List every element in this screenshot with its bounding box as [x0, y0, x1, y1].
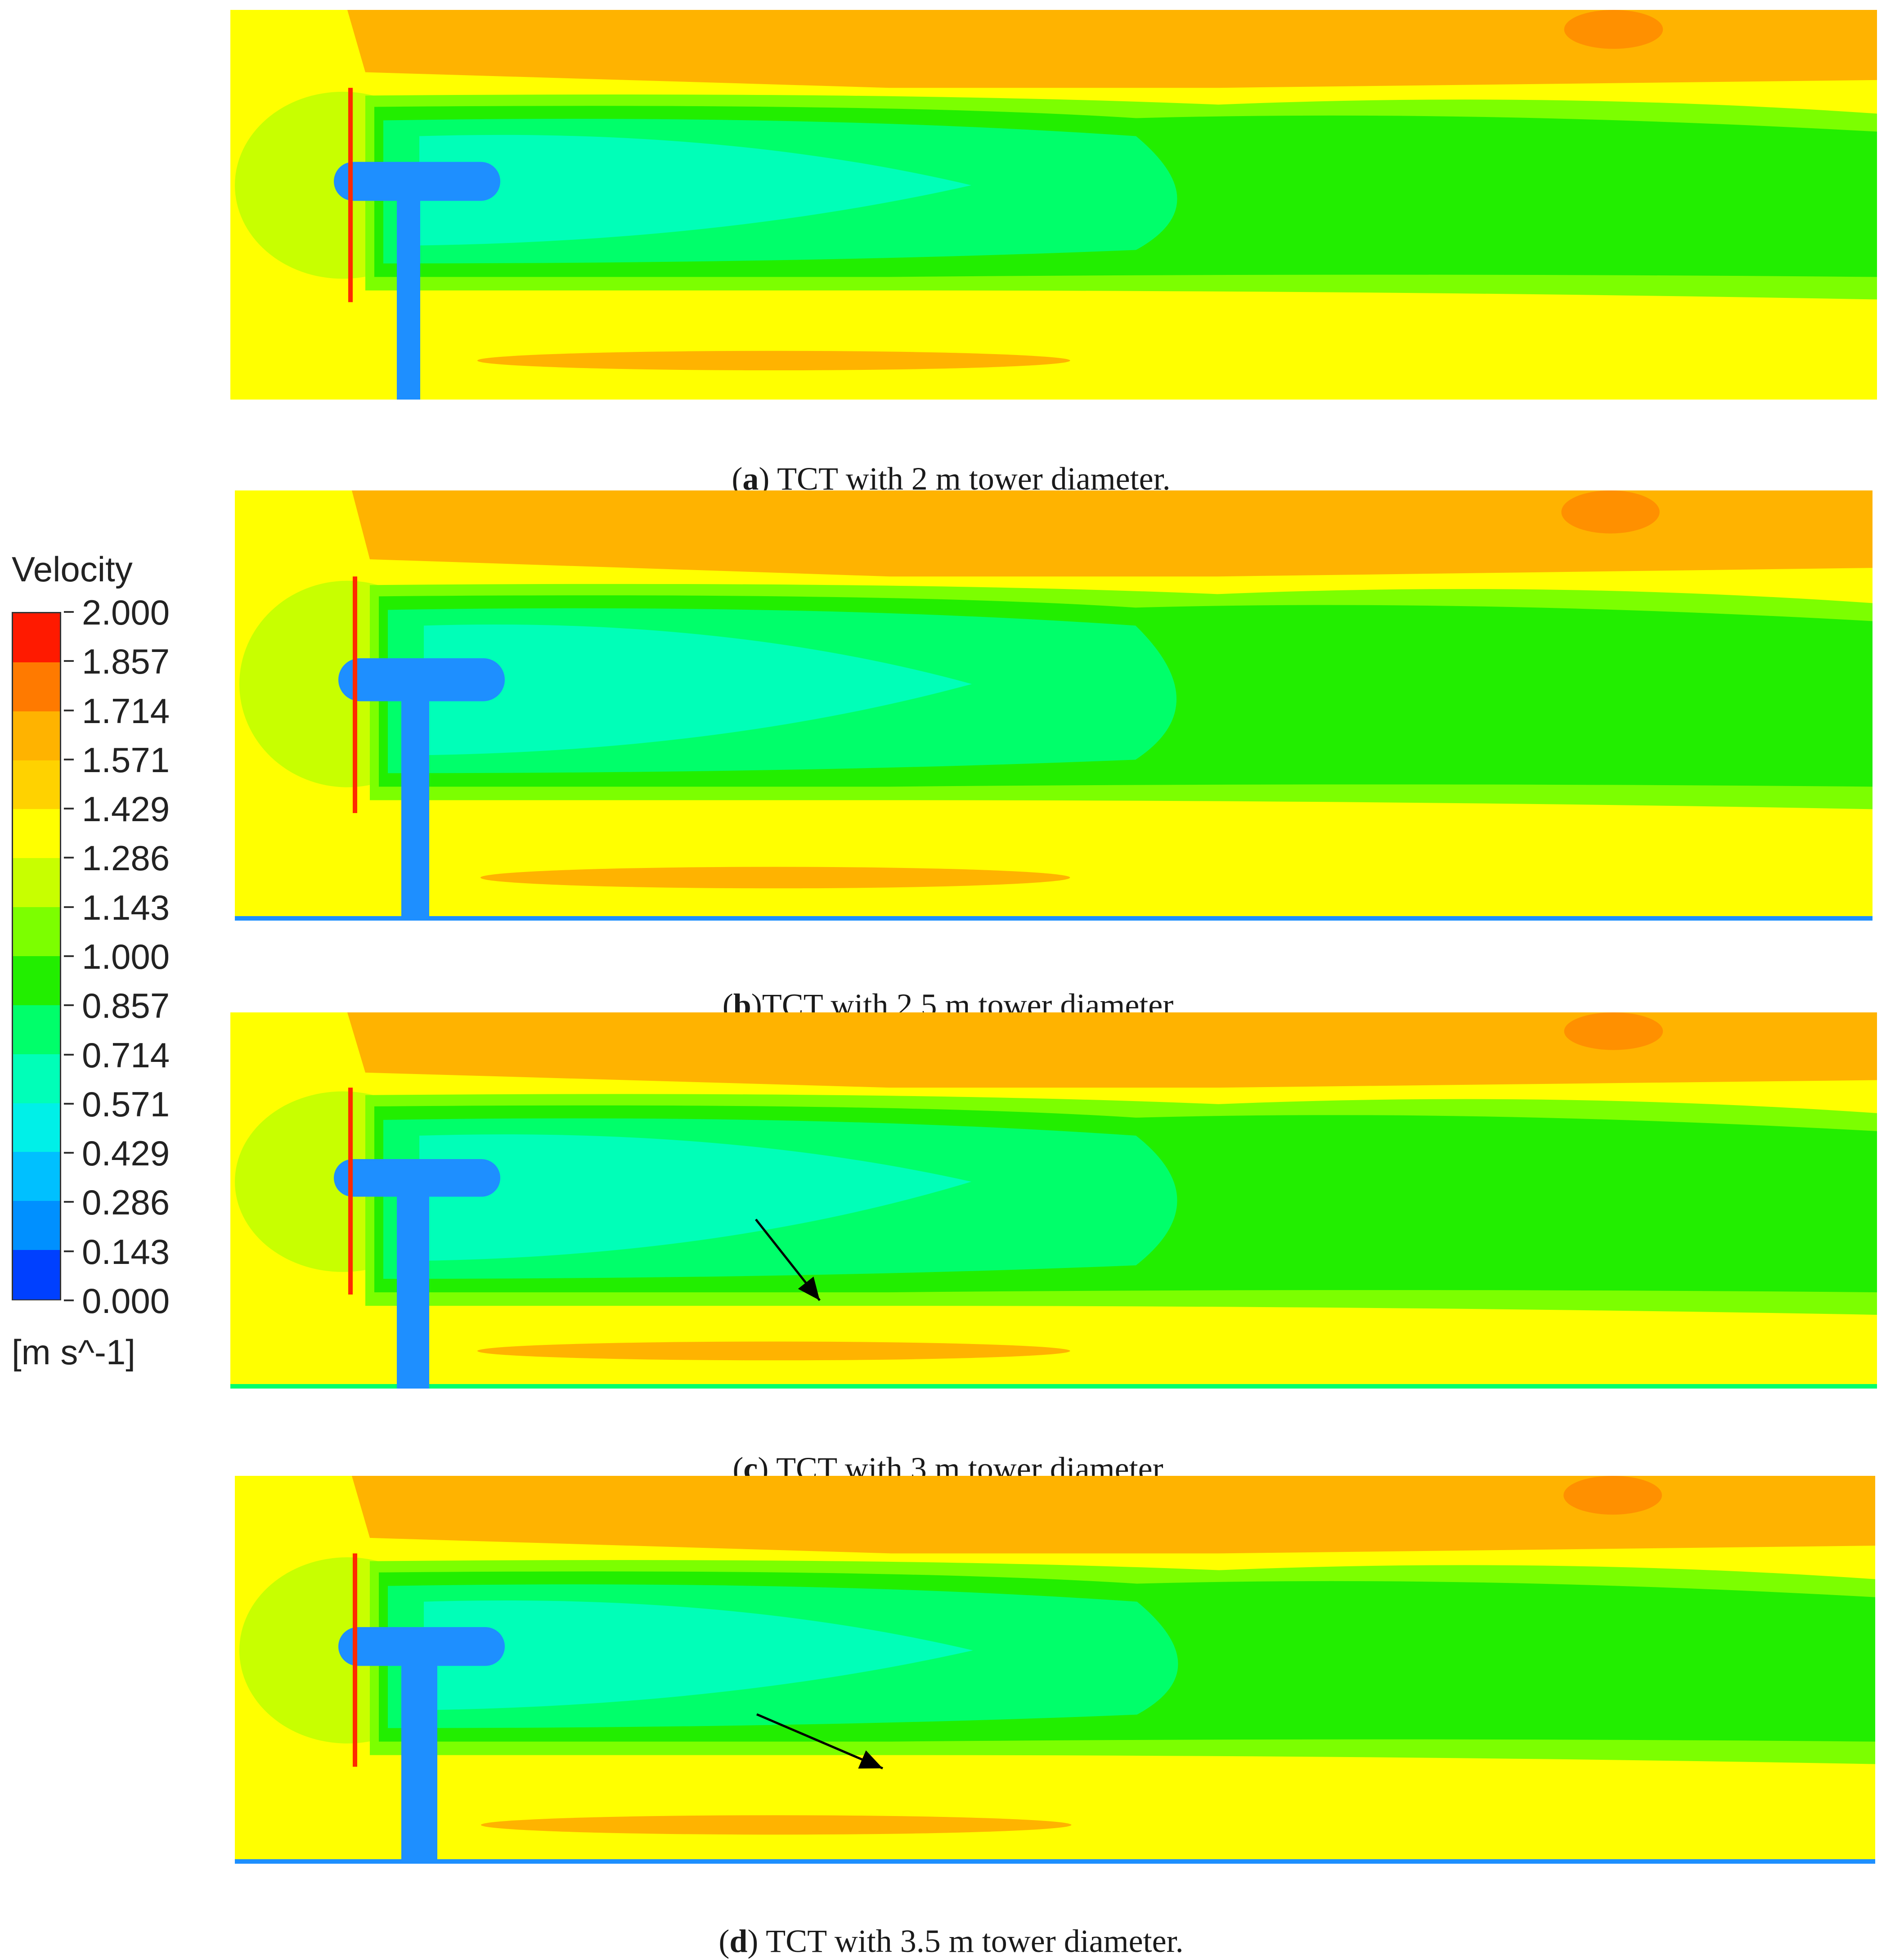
- seabed-boundary: [230, 395, 1877, 400]
- colorbar-tick-label: 0.429: [82, 1133, 170, 1173]
- colorbar-tick: [64, 1053, 74, 1056]
- contour-panel-a: [230, 10, 1877, 400]
- colorbar-tick: [64, 1102, 74, 1105]
- colorbar-unit: [m s^-1]: [12, 1332, 135, 1372]
- contour-panel-d: [235, 1476, 1875, 1864]
- caption-a: (a) TCT with 2 m tower diameter.: [732, 461, 1171, 497]
- seabed-boundary: [230, 1384, 1877, 1389]
- caption-b: (b)TCT with 2.5 m tower diameter.: [722, 987, 1180, 1023]
- colorbar-gradient: [12, 612, 61, 1300]
- annotation-arrow-head: [798, 1277, 820, 1300]
- lower-accelerated-streak: [480, 1815, 1072, 1835]
- upper-high-velocity-band: [352, 490, 1873, 577]
- turbine-nacelle: [338, 658, 505, 701]
- seabed-boundary: [235, 916, 1873, 921]
- colorbar-tick-label: 1.714: [82, 691, 170, 731]
- caption-d-text: TCT with 3.5 m tower diameter.: [766, 1923, 1184, 1959]
- colorbar-title: Velocity: [12, 549, 133, 589]
- colorbar-swatch: [13, 907, 60, 957]
- colorbar-swatch: [13, 711, 60, 761]
- turbine-tower: [401, 1658, 437, 1864]
- colorbar-tick-label: 0.143: [82, 1232, 170, 1272]
- colorbar-tick-label: 1.571: [82, 740, 170, 780]
- colorbar-tick: [64, 1299, 74, 1301]
- wake-low-velocity-core: [419, 1134, 971, 1261]
- colorbar-tick: [64, 758, 74, 760]
- lower-accelerated-streak: [477, 351, 1070, 371]
- colorbar-tick-label: 1.857: [82, 642, 170, 682]
- colorbar-swatch: [13, 1250, 60, 1299]
- velocity-colorbar: Velocity 2.000 1.857 1.714 1.571 1.429 1.286 1…: [10, 549, 199, 1377]
- colorbar-tick-label: 0.857: [82, 986, 170, 1026]
- caption-d: (d) TCT with 3.5 m tower diameter.: [718, 1923, 1184, 1959]
- colorbar-tick: [64, 857, 74, 859]
- turbine-nacelle: [334, 1159, 500, 1197]
- colorbar-swatch: [13, 1054, 60, 1104]
- turbine-nacelle: [338, 1627, 505, 1666]
- colorbar-swatch: [13, 1103, 60, 1153]
- colorbar-tick: [64, 1250, 74, 1252]
- upper-peak-velocity-patch: [1563, 1476, 1662, 1515]
- colorbar-swatch: [13, 613, 60, 663]
- turbine-blade: [353, 1553, 357, 1767]
- upper-high-velocity-band: [347, 10, 1877, 88]
- velocity-contour-b: [235, 490, 1873, 921]
- colorbar-swatch: [13, 858, 60, 908]
- lower-accelerated-streak: [477, 1341, 1070, 1361]
- colorbar-tick: [64, 1152, 74, 1154]
- colorbar-tick: [64, 709, 74, 711]
- colorbar-swatch: [13, 809, 60, 859]
- colorbar-tick-label: 0.714: [82, 1035, 170, 1075]
- colorbar-swatch: [13, 1201, 60, 1251]
- colorbar-tick-label: 1.429: [82, 789, 170, 829]
- annotation-arrow-head: [858, 1750, 883, 1769]
- colorbar-swatch: [13, 956, 60, 1006]
- turbine-blade: [348, 1088, 353, 1295]
- turbine-tower: [397, 1189, 429, 1389]
- colorbar-swatch: [13, 1005, 60, 1055]
- turbine-blade: [348, 88, 353, 302]
- colorbar-tick: [64, 955, 74, 957]
- wake-low-velocity-core: [424, 1600, 973, 1710]
- turbine-tower: [397, 193, 420, 400]
- wake-low-velocity-core: [424, 624, 972, 755]
- velocity-contour-d: [235, 1476, 1875, 1864]
- upper-peak-velocity-patch: [1564, 1012, 1663, 1050]
- turbine-tower: [401, 692, 429, 921]
- annotation-arrow-shaft: [756, 1713, 883, 1770]
- wake-low-velocity-core: [419, 135, 971, 246]
- colorbar-tick-label: 0.286: [82, 1182, 170, 1223]
- turbine-nacelle: [334, 162, 500, 201]
- colorbar-tick: [64, 611, 74, 613]
- upper-peak-velocity-patch: [1561, 490, 1660, 534]
- turbine-blade: [353, 576, 357, 813]
- colorbar-tick: [64, 906, 74, 908]
- colorbar-tick-label: 0.000: [82, 1281, 170, 1321]
- colorbar-swatch: [13, 662, 60, 712]
- colorbar-tick: [64, 1201, 74, 1203]
- upper-high-velocity-band: [347, 1012, 1877, 1088]
- colorbar-tick-label: 1.000: [82, 937, 170, 976]
- colorbar-tick: [64, 1004, 74, 1007]
- contour-panel-b: [235, 490, 1873, 921]
- seabed-boundary: [235, 1859, 1875, 1864]
- lower-accelerated-streak: [480, 867, 1070, 889]
- colorbar-tick-label: 2.000: [82, 593, 170, 632]
- colorbar-tick-label: 1.286: [82, 838, 170, 878]
- velocity-contour-a: [230, 10, 1877, 400]
- colorbar-tick-label: 1.143: [82, 887, 170, 927]
- colorbar-swatch: [13, 1152, 60, 1202]
- colorbar-tick: [64, 808, 74, 810]
- colorbar-swatch: [13, 760, 60, 810]
- velocity-contour-c: [230, 1012, 1877, 1389]
- contour-panel-c: [230, 1012, 1877, 1389]
- caption-d-tag: d: [729, 1923, 748, 1959]
- colorbar-tick-label: 0.571: [82, 1084, 170, 1124]
- colorbar-tick: [64, 660, 74, 662]
- upper-peak-velocity-patch: [1564, 10, 1663, 49]
- upper-high-velocity-band: [352, 1476, 1875, 1554]
